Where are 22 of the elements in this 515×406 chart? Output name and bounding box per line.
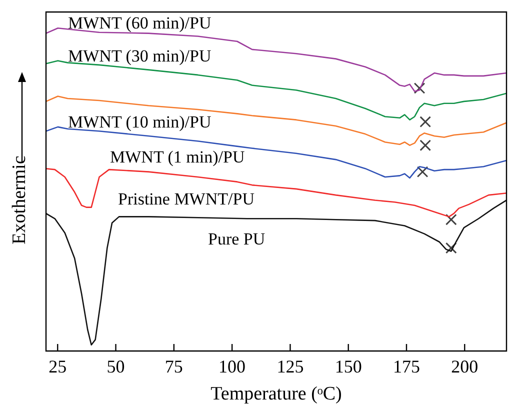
x-tick-label: 125 [276,356,304,377]
point [445,242,457,254]
series-label: Pristine MWNT/PU [118,189,254,208]
point [445,214,457,226]
x-tick-label: 75 [164,356,183,377]
series-label: MWNT (10 min)/PU [68,112,212,132]
point [416,166,428,178]
x-tick-label: 175 [392,356,420,377]
x-tick-label: 25 [48,356,67,377]
y-axis-title: Exothermic [8,156,30,244]
x-axis-title: Temperature (ᵒC) [210,384,342,405]
x-tick-label: 200 [451,356,478,377]
series-label: MWNT (60 min)/PU [68,13,212,32]
series-label: Pure PU [208,229,266,248]
x-tick-label: 100 [218,356,246,377]
point [420,140,432,152]
x-tick-label: 50 [106,356,125,377]
point [420,116,432,128]
x-tick-label: 150 [334,356,362,377]
series-label: MWNT (30 min)/PU [68,46,212,66]
point [414,82,426,94]
series-label: MWNT (1 min)/PU [110,147,245,166]
